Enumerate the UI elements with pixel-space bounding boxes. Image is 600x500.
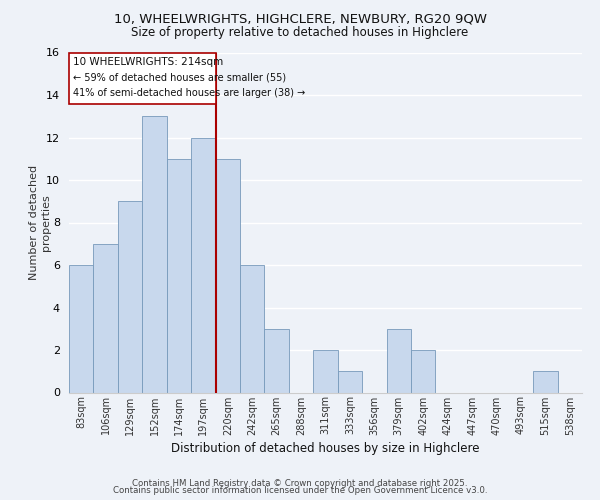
Y-axis label: Number of detached
properties: Number of detached properties [29,165,51,280]
Bar [215,159,240,392]
Bar [191,138,215,392]
Bar [313,350,338,393]
Bar [118,201,142,392]
Bar [338,371,362,392]
Bar [167,159,191,392]
Bar [240,265,265,392]
Bar [69,265,94,392]
Bar [142,116,167,392]
FancyBboxPatch shape [69,52,215,104]
Bar [533,371,557,392]
Bar [386,329,411,392]
Text: Contains HM Land Registry data © Crown copyright and database right 2025.: Contains HM Land Registry data © Crown c… [132,478,468,488]
Text: 41% of semi-detached houses are larger (38) →: 41% of semi-detached houses are larger (… [73,88,305,98]
Bar [265,329,289,392]
Text: Contains public sector information licensed under the Open Government Licence v3: Contains public sector information licen… [113,486,487,495]
Bar [94,244,118,392]
Text: Size of property relative to detached houses in Highclere: Size of property relative to detached ho… [131,26,469,39]
X-axis label: Distribution of detached houses by size in Highclere: Distribution of detached houses by size … [171,442,480,454]
Text: ← 59% of detached houses are smaller (55): ← 59% of detached houses are smaller (55… [73,72,286,83]
Text: 10 WHEELWRIGHTS: 214sqm: 10 WHEELWRIGHTS: 214sqm [73,56,223,66]
Bar [411,350,436,393]
Text: 10, WHEELWRIGHTS, HIGHCLERE, NEWBURY, RG20 9QW: 10, WHEELWRIGHTS, HIGHCLERE, NEWBURY, RG… [113,12,487,26]
